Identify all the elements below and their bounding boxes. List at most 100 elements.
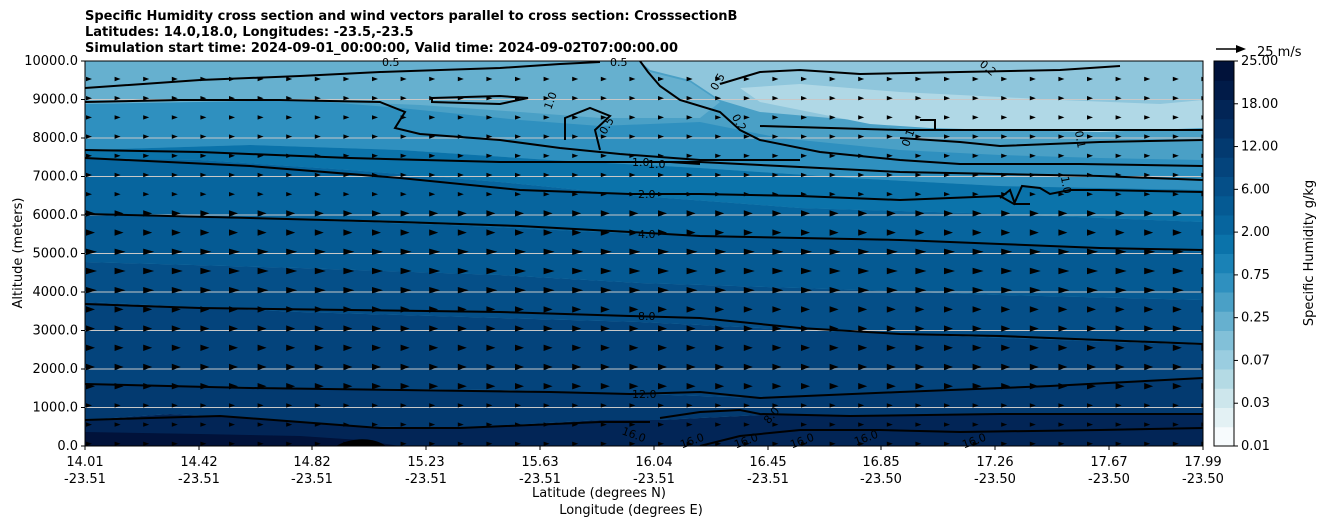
wind-arrow — [600, 153, 607, 158]
wind-arrow — [1058, 96, 1065, 101]
wind-arrow — [829, 134, 836, 139]
x-tick-label-lon: -23.51 — [633, 472, 675, 487]
wind-arrow — [1029, 267, 1041, 275]
wind-arrow — [886, 383, 896, 390]
wind-arrow — [314, 441, 321, 446]
colorbar-segment — [1214, 426, 1234, 447]
wind-arrow — [400, 153, 407, 158]
wind-arrow — [457, 115, 464, 120]
wind-arrow — [543, 287, 555, 294]
wind-arrow — [715, 383, 725, 390]
wind-arrow — [372, 383, 381, 390]
wind-arrow — [457, 76, 464, 82]
wind-arrow — [686, 134, 693, 139]
wind-arrow — [372, 248, 383, 255]
wind-arrow — [629, 76, 636, 82]
wind-arrow — [944, 153, 950, 158]
wind-arrow — [286, 115, 293, 120]
wind-arrow — [372, 344, 381, 351]
wind-arrow — [372, 96, 378, 101]
y-tick-label: 10000.0 — [24, 54, 78, 69]
wind-arrow — [372, 325, 381, 332]
contour-line-4-0 — [85, 213, 1203, 251]
wind-arrow — [1172, 422, 1179, 427]
wind-arrow — [972, 192, 979, 197]
wind-arrow — [229, 192, 235, 197]
wind-arrow — [457, 153, 464, 158]
wind-arrow — [515, 210, 524, 217]
wind-arrow — [343, 229, 353, 236]
wind-arrow — [658, 134, 664, 139]
x-tick-label-lat: 16.85 — [862, 455, 899, 470]
wind-arrow — [1029, 76, 1036, 82]
wind-arrow — [658, 441, 664, 446]
colorbar-tick-label: 2.00 — [1241, 225, 1270, 240]
wind-arrow — [658, 172, 664, 178]
colorbar-tick-label: 25.00 — [1241, 54, 1278, 69]
wind-arrow — [543, 153, 550, 158]
wind-arrow — [829, 96, 836, 101]
wind-arrow — [257, 248, 269, 255]
title-line-2: Latitudes: 14.0,18.0, Longitudes: -23.5,… — [85, 25, 414, 40]
wind-arrow — [1144, 422, 1151, 427]
contour-line-12-0 — [85, 377, 1203, 400]
humidity-fill-upper-left — [85, 61, 720, 118]
wind-arrow — [229, 248, 240, 255]
wind-arrow — [944, 134, 950, 139]
wind-arrow — [1172, 441, 1179, 446]
wind-arrow — [429, 172, 436, 178]
wind-arrow — [515, 115, 521, 120]
wind-arrow — [915, 229, 925, 236]
wind-arrow — [1029, 192, 1036, 197]
wind-arrow — [1115, 306, 1125, 313]
wind-arrow — [429, 422, 436, 427]
wind-arrow — [743, 248, 755, 255]
wind-arrow — [200, 403, 207, 408]
wind-arrow — [143, 172, 150, 178]
wind-arrow — [658, 403, 664, 408]
wind-arrow — [171, 287, 183, 294]
wind-arrow — [372, 229, 381, 236]
wind-arrow — [143, 325, 153, 332]
wind-arrow — [515, 229, 524, 236]
wind-arrow — [743, 383, 753, 390]
wind-arrow — [858, 267, 870, 275]
wind-arrow — [543, 115, 550, 120]
wind-arrow — [972, 115, 979, 120]
wind-arrow — [343, 267, 355, 275]
wind-arrow — [600, 441, 607, 446]
wind-arrow — [686, 172, 693, 178]
wind-arrow — [257, 267, 269, 275]
wind-arrow — [1001, 229, 1011, 236]
wind-arrow — [343, 210, 353, 217]
humidity-fill-lower-3 — [85, 302, 1203, 398]
wind-arrow — [486, 153, 493, 158]
wind-arrow — [314, 267, 326, 275]
colorbar-tick-label: 0.25 — [1241, 311, 1270, 326]
title-line-3: Simulation start time: 2024-09-01_00:00:… — [85, 41, 678, 56]
wind-arrow — [1001, 287, 1013, 294]
wind-arrow — [1144, 134, 1151, 139]
wind-arrow — [1029, 422, 1036, 427]
wind-arrow — [286, 210, 296, 217]
wind-arrow — [743, 153, 750, 158]
wind-arrow — [86, 363, 95, 371]
wind-arrow — [286, 325, 296, 332]
wind-arrow — [257, 441, 264, 446]
wind-arrow — [543, 210, 553, 217]
wind-arrow — [543, 229, 553, 236]
wind-arrow — [1087, 422, 1093, 427]
wind-arrow — [200, 172, 207, 178]
wind-arrow — [944, 403, 950, 408]
wind-arrow — [372, 267, 383, 275]
wind-arrow — [944, 210, 953, 217]
wind-arrow — [1001, 403, 1008, 408]
wind-arrow — [457, 287, 469, 294]
wind-arrow — [686, 229, 696, 236]
wind-arrow — [772, 153, 779, 158]
wind-arrow — [400, 267, 412, 275]
wind-arrow — [400, 172, 407, 178]
humidity-fill-mid-upper — [85, 100, 1203, 190]
wind-arrow — [314, 115, 321, 120]
wind-arrow — [658, 210, 667, 217]
